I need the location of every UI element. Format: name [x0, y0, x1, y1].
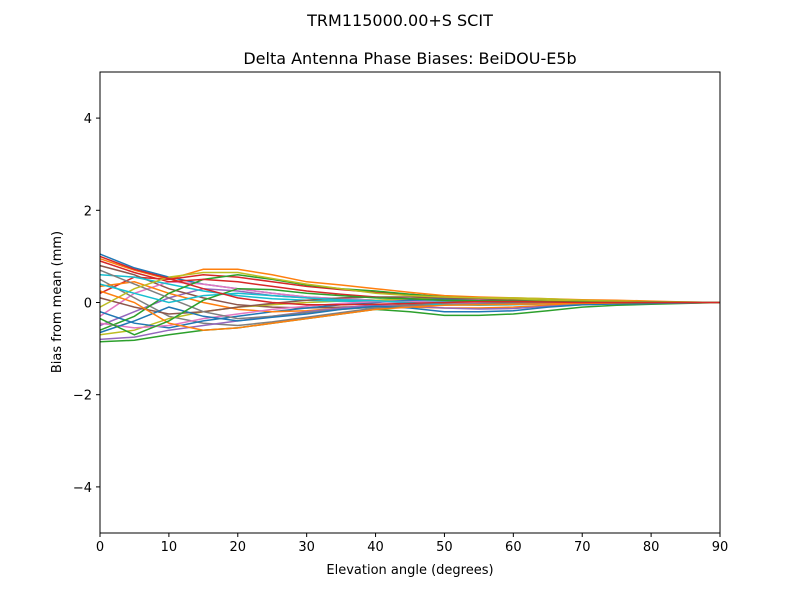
figure-title: TRM115000.00+S SCIT [306, 11, 493, 30]
x-axis-ticks: 0 10 20 30 40 50 60 70 80 90 [96, 533, 728, 555]
y-tick-label: 4 [84, 112, 92, 127]
x-axis-label: Elevation angle (degrees) [326, 563, 493, 578]
x-tick-label: 60 [505, 540, 522, 555]
y-tick-label: −4 [73, 481, 92, 496]
y-tick-label: 0 [84, 297, 92, 312]
x-tick-label: 20 [230, 540, 247, 555]
y-tick-label: −2 [73, 389, 92, 404]
x-tick-label: 10 [161, 540, 178, 555]
y-axis-ticks: −4 −2 0 2 4 [73, 112, 100, 496]
x-tick-label: 50 [436, 540, 453, 555]
x-tick-label: 90 [712, 540, 729, 555]
x-tick-label: 0 [96, 540, 104, 555]
series-line-24 [99, 255, 720, 306]
chart-title: Delta Antenna Phase Biases: BeiDOU-E5b [243, 49, 576, 68]
series-line-2 [99, 257, 721, 304]
series-lines [99, 253, 721, 343]
x-tick-label: 70 [574, 540, 591, 555]
x-tick-label: 40 [367, 540, 384, 555]
y-axis-label: Bias from mean (mm) [50, 231, 65, 373]
series-line-21 [99, 301, 721, 334]
series-line-19 [99, 271, 720, 308]
x-tick-label: 30 [298, 540, 315, 555]
x-tick-label: 80 [643, 540, 660, 555]
y-tick-label: 2 [84, 204, 92, 219]
